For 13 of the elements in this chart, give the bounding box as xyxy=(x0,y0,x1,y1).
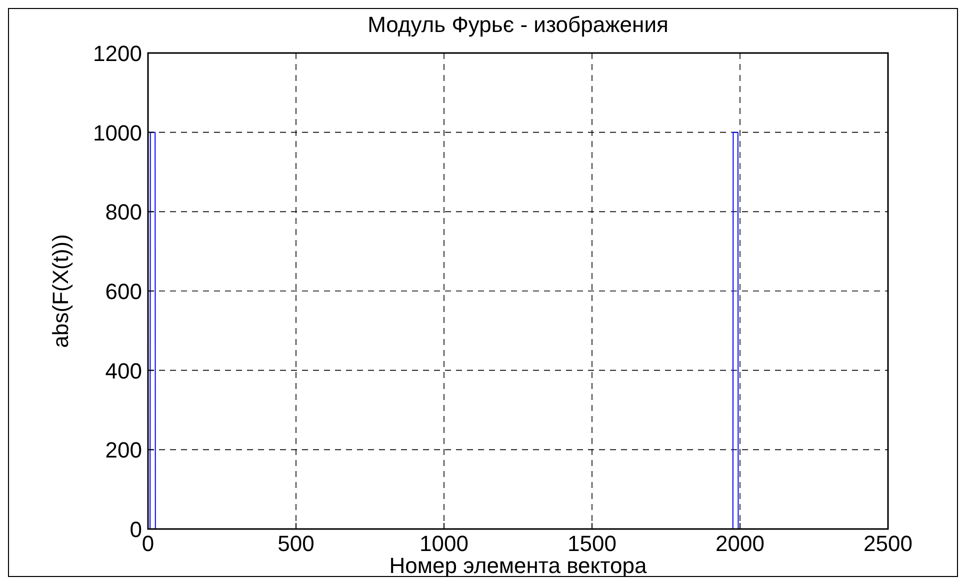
x-tick-label: 2500 xyxy=(864,531,912,556)
y-tick-label: 1200 xyxy=(93,41,142,66)
x-tick-label: 2000 xyxy=(716,531,764,556)
x-tick-label: 500 xyxy=(278,531,314,556)
chart-title: Модуль Фурьє - изображения xyxy=(368,12,668,37)
y-axis-title: abs(F(X(t))) xyxy=(48,234,73,348)
y-tick-label: 200 xyxy=(105,438,142,463)
y-tick-label: 800 xyxy=(105,200,142,225)
x-tick-label: 1500 xyxy=(568,531,616,556)
y-tick-label: 600 xyxy=(105,279,142,304)
y-tick-label: 1000 xyxy=(93,120,142,146)
y-tick-label: 400 xyxy=(105,358,142,384)
x-tick-label: 1000 xyxy=(420,531,468,556)
